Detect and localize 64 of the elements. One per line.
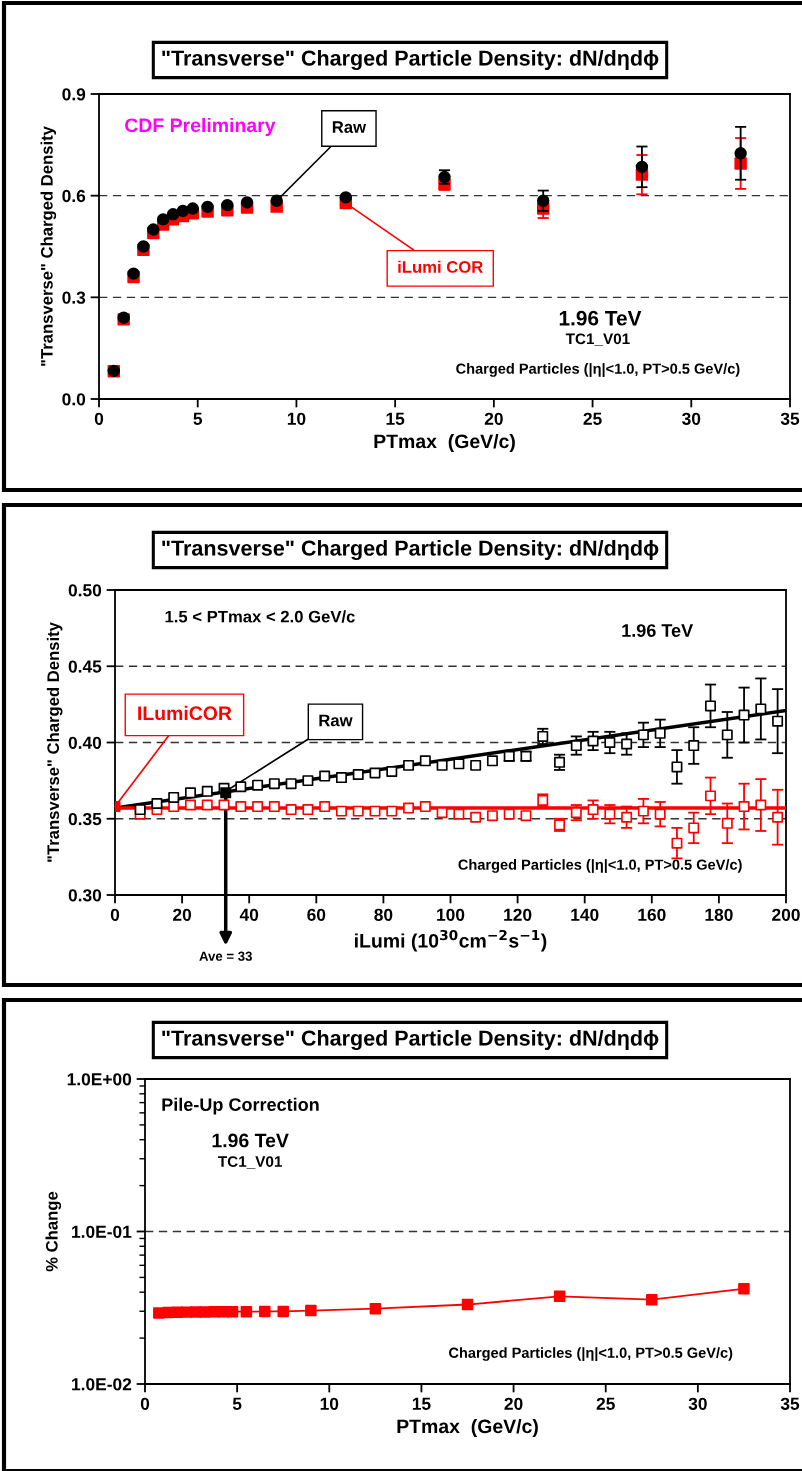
annotation: Raw bbox=[332, 121, 367, 133]
x-tick-label: 10 bbox=[320, 1397, 339, 1410]
x-tick-label: 20 bbox=[504, 1397, 523, 1410]
y-tick-label: 0.30 bbox=[68, 889, 102, 902]
chart-title: "Transverse" Charged Particle Density: dN/dηdϕ bbox=[162, 49, 659, 71]
x-tick-label: 160 bbox=[638, 908, 666, 921]
annotation: 1.96 TeV bbox=[212, 1133, 289, 1148]
x-tick-label: 0 bbox=[94, 412, 104, 425]
x-tick-label: 40 bbox=[239, 908, 259, 921]
annotation: Pile-Up Correction bbox=[162, 1097, 319, 1115]
annotation: 1.96 TeV bbox=[559, 310, 642, 326]
x-tick-label: 100 bbox=[437, 908, 465, 921]
annotation: Charged Particles (|η|<1.0, PT>0.5 GeV/c) bbox=[456, 363, 740, 377]
x-tick-label: 60 bbox=[307, 908, 326, 921]
y-tick-label: 1.0E-02 bbox=[72, 1378, 132, 1391]
annotation: 1.5 < PTmax < 2.0 GeV/c bbox=[165, 610, 355, 623]
x-tick-label: 180 bbox=[705, 908, 733, 921]
annotation: Ave = 33 bbox=[199, 951, 252, 961]
x-axis-title: PTmax (GeV/c) bbox=[397, 1418, 538, 1438]
annotation: TC1_V01 bbox=[218, 1156, 282, 1169]
x-tick-label: 15 bbox=[386, 412, 405, 425]
chart-title: "Transverse" Charged Particle Density: dN/dηdϕ bbox=[162, 539, 659, 561]
x-tick-label: 5 bbox=[193, 412, 203, 425]
x-tick-label: 120 bbox=[504, 908, 532, 921]
y-axis-title: "Transverse" Charged Density bbox=[46, 622, 63, 862]
annotation: CDF Preliminary bbox=[125, 117, 276, 136]
x-tick-label: 20 bbox=[173, 908, 192, 921]
x-tick-label: 25 bbox=[583, 412, 602, 425]
x-tick-label: 35 bbox=[780, 412, 800, 425]
x-tick-label: 15 bbox=[412, 1397, 431, 1410]
annotation: Charged Particles (|η|<1.0, PT>0.5 GeV/c) bbox=[458, 859, 742, 873]
y-axis-title: "Transverse" Charged Density bbox=[40, 126, 57, 366]
annotation: Charged Particles (|η|<1.0, PT>0.5 GeV/c) bbox=[449, 1347, 733, 1362]
y-tick-label: 1.0E+00 bbox=[67, 1073, 132, 1086]
y-tick-label: 0.35 bbox=[68, 812, 102, 826]
y-axis-title: % Change bbox=[45, 1191, 62, 1272]
x-tick-label: 20 bbox=[484, 412, 503, 425]
annotation: ILumiCOR bbox=[138, 705, 232, 721]
y-tick-label: 0.9 bbox=[62, 88, 86, 101]
y-tick-label: 0.50 bbox=[68, 584, 102, 597]
x-tick-label: 25 bbox=[596, 1397, 615, 1410]
chart-title: "Transverse" Charged Particle Density: dN/dηdϕ bbox=[162, 1029, 659, 1051]
y-tick-label: 0.45 bbox=[68, 660, 102, 673]
y-tick-label: 0.40 bbox=[68, 736, 102, 749]
x-tick-label: 140 bbox=[571, 908, 599, 921]
y-tick-label: 0.0 bbox=[62, 393, 86, 406]
x-tick-label: 30 bbox=[682, 412, 701, 425]
annotation: Raw bbox=[319, 714, 353, 727]
y-tick-label: 0.6 bbox=[62, 189, 86, 203]
x-tick-label: 0 bbox=[140, 1397, 150, 1410]
x-tick-label: 0 bbox=[110, 908, 120, 921]
x-axis-title: iLumi (10$^{30}$cm$^{−2}$s$^{−1}$) bbox=[355, 929, 547, 952]
annotation: TC1_V01 bbox=[565, 333, 630, 346]
y-tick-label: 0.3 bbox=[62, 291, 86, 304]
annotation: 1.96 TeV bbox=[622, 624, 694, 637]
x-tick-label: 30 bbox=[688, 1397, 707, 1410]
x-tick-label: 35 bbox=[780, 1397, 800, 1410]
x-tick-label: 200 bbox=[772, 908, 800, 921]
x-axis-title: PTmax (GeV/c) bbox=[374, 433, 515, 453]
x-tick-label: 5 bbox=[232, 1397, 242, 1410]
annotation: iLumi COR bbox=[398, 260, 483, 273]
y-tick-label: 1.0E-01 bbox=[72, 1225, 132, 1238]
x-tick-label: 10 bbox=[287, 412, 306, 425]
x-tick-label: 80 bbox=[374, 908, 393, 921]
